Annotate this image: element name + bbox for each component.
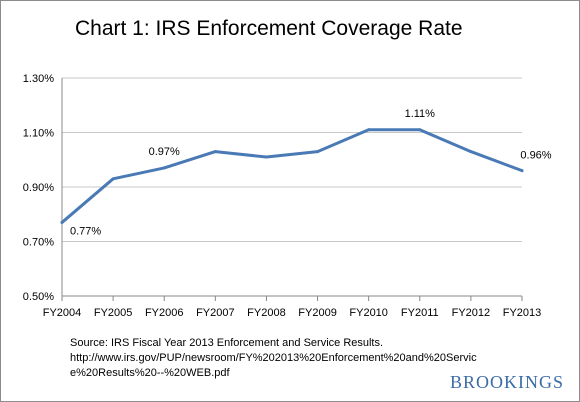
- data-point: [162, 166, 166, 170]
- data-point: [316, 150, 320, 154]
- source-line-1: Source: IRS Fiscal Year 2013 Enforcement…: [70, 337, 384, 349]
- data-point: [213, 150, 217, 154]
- data-label: 1.11%: [405, 108, 436, 120]
- y-tick-label: 0.50%: [23, 291, 54, 303]
- data-point: [264, 155, 268, 159]
- data-label: 0.96%: [520, 150, 551, 162]
- x-tick-label: FY2008: [247, 307, 286, 319]
- x-tick-labels: FY2004 FY2005 FY2006 FY2007 FY2008 FY2009 FY20…: [43, 307, 542, 319]
- x-tick-label: FY2012: [452, 307, 491, 319]
- data-label: 0.97%: [149, 146, 180, 158]
- data-label: 0.77%: [70, 225, 101, 237]
- x-tick-label: FY2013: [503, 307, 542, 319]
- data-point: [367, 128, 371, 132]
- source-url-line-3: e%20Results%20--%20WEB.pdf: [70, 367, 230, 379]
- data-point: [469, 150, 473, 154]
- data-point: [520, 169, 524, 173]
- x-tick-label: FY2007: [196, 307, 235, 319]
- data-point: [60, 220, 64, 224]
- series-line-group: [60, 128, 524, 224]
- x-tick-label: FY2005: [94, 307, 133, 319]
- x-tick-label: FY2004: [43, 307, 82, 319]
- axes: [61, 78, 523, 301]
- y-tick-label: 0.70%: [23, 237, 54, 249]
- series-line: [60, 128, 524, 224]
- source-url-line-2: http://www.irs.gov/PUP/newsroom/FY%20201…: [70, 352, 477, 364]
- y-tick-labels: 0.50% 0.70% 0.90% 1.10% 1.30%: [23, 73, 54, 303]
- chart-title: Chart 1: IRS Enforcement Coverage Rate: [75, 17, 463, 40]
- gridlines: [62, 77, 522, 242]
- y-tick-label: 0.90%: [23, 182, 54, 194]
- data-labels: 0.77% 0.97% 1.11% 0.96%: [70, 108, 552, 238]
- y-tick-label: 1.10%: [23, 128, 54, 140]
- x-tick-label: FY2006: [145, 307, 184, 319]
- data-point: [111, 177, 115, 181]
- x-tick-label: FY2010: [349, 307, 388, 319]
- brookings-logo: BROOKINGS: [449, 372, 564, 392]
- y-tick-label: 1.30%: [23, 73, 54, 85]
- data-point: [418, 128, 422, 132]
- x-tick-label: FY2009: [298, 307, 337, 319]
- source-note: Source: IRS Fiscal Year 2013 Enforcement…: [70, 336, 477, 381]
- x-tick-label: FY2011: [401, 307, 439, 319]
